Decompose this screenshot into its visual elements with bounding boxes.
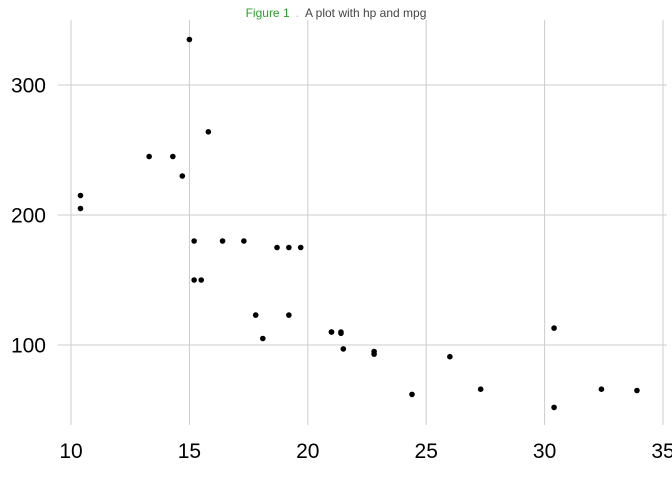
data-point: [338, 330, 344, 337]
x-tick-label: 30: [533, 440, 556, 463]
x-tick-label: 10: [59, 440, 82, 463]
chart-title: Figure 1. A plot with hp and mpg: [0, 6, 672, 20]
data-point: [260, 335, 266, 342]
data-point: [409, 391, 415, 398]
data-point: [186, 36, 193, 43]
data-points: [77, 36, 640, 411]
x-tick-label: 15: [178, 440, 201, 463]
data-point: [477, 386, 484, 393]
y-tick-labels: 100 200 300: [11, 75, 46, 358]
data-point: [371, 348, 377, 355]
data-point: [191, 277, 197, 283]
x-tick-labels: 10 15 20 25 30 35: [59, 440, 672, 463]
data-point: [274, 244, 280, 251]
title-text: A plot with hp and mpg: [304, 6, 427, 20]
data-point: [77, 205, 84, 212]
data-point: [146, 153, 152, 160]
data-point: [241, 238, 247, 244]
data-point: [297, 244, 304, 251]
y-tick-label: 300: [11, 75, 46, 98]
x-gridlines: [70, 20, 664, 425]
data-point: [191, 238, 197, 244]
data-point: [328, 329, 335, 335]
figure-number: Figure 1: [245, 6, 290, 20]
y-gridlines: [58, 84, 667, 346]
data-point: [340, 346, 347, 352]
data-point: [252, 312, 259, 318]
data-point: [170, 153, 176, 160]
data-point: [77, 192, 84, 199]
data-point: [286, 244, 292, 251]
x-tick-label: 20: [296, 440, 319, 463]
data-point: [598, 386, 605, 393]
data-point: [179, 173, 186, 179]
y-tick-label: 100: [11, 335, 46, 358]
data-point: [551, 404, 557, 411]
y-tick-label: 200: [11, 205, 46, 228]
data-point: [634, 387, 640, 394]
data-point: [205, 129, 212, 135]
data-point: [286, 312, 292, 318]
data-point: [219, 238, 226, 244]
data-point: [551, 325, 557, 331]
title-separator: .: [295, 6, 299, 20]
data-point: [447, 353, 453, 360]
data-point: [198, 277, 205, 283]
x-tick-label: 25: [415, 440, 438, 463]
x-tick-label: 35: [651, 440, 672, 463]
